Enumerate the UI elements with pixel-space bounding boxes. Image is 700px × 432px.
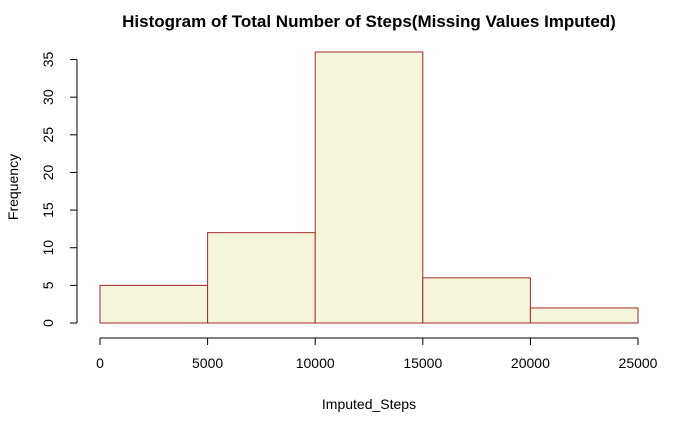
histogram-bar-4 xyxy=(529,307,639,324)
y-tick-label: 20 xyxy=(40,164,56,180)
y-axis: 0 5 10 15 20 25 30 35 xyxy=(40,52,78,327)
y-tick-label: 30 xyxy=(40,89,56,105)
bars-layer xyxy=(99,51,639,324)
y-tick-label: 10 xyxy=(40,240,56,256)
histogram-bar-0 xyxy=(99,284,209,324)
x-axis: 0 5000 10000 15000 20000 25000 xyxy=(96,337,658,371)
y-tick-label: 5 xyxy=(40,281,56,289)
histogram-bar-1 xyxy=(207,232,316,324)
x-tick-label: 25000 xyxy=(619,355,658,371)
y-axis-label: Frequency xyxy=(5,154,21,220)
histogram-bar-2 xyxy=(314,51,424,324)
y-tick-label: 0 xyxy=(40,319,56,327)
x-tick-label: 10000 xyxy=(296,355,335,371)
y-tick-label: 35 xyxy=(40,52,56,68)
x-axis-label: Imputed_Steps xyxy=(322,396,416,412)
chart-title: Histogram of Total Number of Steps(Missi… xyxy=(122,12,616,31)
y-tick-label: 15 xyxy=(40,202,56,218)
x-tick-label: 0 xyxy=(96,355,104,371)
x-tick-label: 15000 xyxy=(403,355,442,371)
x-tick-label: 20000 xyxy=(511,355,550,371)
x-tick-label: 5000 xyxy=(192,355,223,371)
y-tick-label: 25 xyxy=(40,127,56,143)
histogram-bar-3 xyxy=(422,277,531,324)
